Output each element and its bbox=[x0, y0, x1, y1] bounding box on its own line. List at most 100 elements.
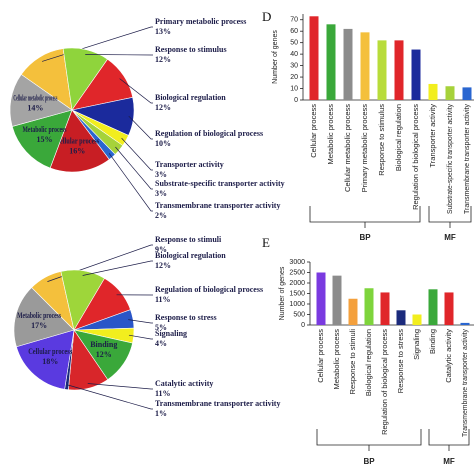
y-tick-label: 50 bbox=[290, 40, 298, 47]
leader-line bbox=[108, 153, 153, 212]
y-tick-label: 3000 bbox=[289, 259, 305, 266]
y-tick-label: 40 bbox=[290, 51, 298, 58]
slice-label: Metabolic process bbox=[17, 311, 61, 320]
y-tick-label: 10 bbox=[290, 85, 298, 92]
slice-value-label: 4% bbox=[155, 339, 167, 348]
slice-value-label: 11% bbox=[155, 295, 171, 304]
x-tick-label: Response to stimulus bbox=[377, 104, 386, 176]
x-tick-label: Cellular metabolic process bbox=[343, 104, 352, 192]
x-tick-label: Metabolic process bbox=[332, 329, 341, 390]
pie-slice bbox=[49, 109, 110, 173]
slice-value-label: 17% bbox=[31, 321, 47, 330]
pie-slice bbox=[13, 287, 75, 348]
x-tick-label: Transmembrane transporter activity bbox=[460, 329, 469, 437]
x-tick-label: Response to stimuli bbox=[348, 329, 357, 395]
group-label: MF bbox=[444, 233, 456, 242]
slice-label: Response to stimulus bbox=[155, 45, 227, 54]
x-tick-label: Biological regulation bbox=[394, 104, 403, 171]
leader-line bbox=[47, 244, 153, 282]
group-label: BP bbox=[359, 233, 371, 242]
bar bbox=[343, 28, 353, 101]
bar bbox=[380, 292, 390, 325]
bar bbox=[396, 310, 406, 325]
bar bbox=[462, 87, 472, 100]
slice-label: Response to stress bbox=[155, 313, 217, 322]
leader-line bbox=[119, 78, 153, 104]
slice-value-label: 15% bbox=[37, 135, 53, 144]
x-tick-label: Response to stress bbox=[396, 329, 405, 393]
x-tick-label: Cellular process bbox=[316, 329, 325, 383]
slice-label: Catalytic activity bbox=[155, 379, 213, 388]
slice-label: Primary metabolic process bbox=[155, 17, 246, 26]
pie-slice bbox=[9, 74, 73, 127]
group-label: BP bbox=[363, 457, 375, 466]
leader-line bbox=[87, 383, 153, 390]
y-tick-label: 2000 bbox=[289, 280, 305, 287]
slice-value-label: 5% bbox=[155, 323, 167, 332]
bar bbox=[444, 292, 454, 325]
leader-line bbox=[128, 334, 153, 340]
y-tick-label: 2500 bbox=[289, 269, 305, 276]
x-tick-label: Signaling bbox=[412, 329, 421, 360]
bar bbox=[326, 24, 336, 100]
slice-value-label: 3% bbox=[155, 170, 167, 179]
bar bbox=[445, 86, 455, 100]
leader-line bbox=[128, 319, 153, 324]
slice-label: Transmembrane transporter activity bbox=[155, 201, 280, 210]
leader-line bbox=[82, 260, 153, 276]
y-axis-label: Number of genes bbox=[272, 30, 279, 84]
y-axis-label: Number of genes bbox=[279, 266, 286, 320]
slice-value-label: 2% bbox=[155, 211, 167, 220]
y-tick-label: 20 bbox=[290, 74, 298, 81]
slice-value-label: 9% bbox=[155, 245, 167, 254]
slice-value-label: 1% bbox=[155, 409, 167, 418]
x-tick-label: Catalytic activity bbox=[444, 329, 453, 383]
panel-letter: E bbox=[262, 235, 270, 250]
pie-slice bbox=[16, 329, 75, 390]
slice-label: Binding bbox=[90, 340, 117, 349]
slice-value-label: 10% bbox=[155, 139, 171, 148]
slice-label: Biological regulation bbox=[155, 251, 226, 260]
slice-value-label: 3% bbox=[155, 189, 167, 198]
slice-label: Substrate-specific transporter activity bbox=[155, 179, 285, 188]
x-tick-label: Metabolic process bbox=[326, 104, 335, 165]
bar bbox=[460, 322, 470, 325]
slice-label: Transporter activity bbox=[155, 160, 224, 169]
slice-value-label: 12% bbox=[96, 350, 112, 359]
slice-value-label: 11% bbox=[155, 389, 171, 398]
bar bbox=[332, 275, 342, 325]
bar bbox=[364, 288, 374, 325]
x-tick-label: Binding bbox=[428, 329, 437, 354]
slice-value-label: 12% bbox=[155, 103, 171, 112]
x-tick-label: Transporter activity bbox=[428, 104, 437, 168]
group-bracket bbox=[316, 429, 422, 446]
x-tick-label: Transmembrane transporter activity bbox=[462, 104, 471, 214]
pie-slice bbox=[11, 109, 73, 169]
slice-value-label: 16% bbox=[69, 147, 85, 156]
bar bbox=[412, 314, 422, 325]
slice-label: Regulation of biological process bbox=[155, 129, 263, 138]
y-tick-label: 500 bbox=[293, 311, 305, 318]
y-tick-label: 1500 bbox=[289, 290, 305, 297]
y-tick-label: 0 bbox=[294, 97, 298, 104]
bar bbox=[309, 16, 319, 100]
slice-value-label: 12% bbox=[155, 261, 171, 270]
slice-value-label: 14% bbox=[27, 103, 43, 112]
x-tick-label: Substrate-specific transporter activity bbox=[445, 104, 454, 214]
group-label: MF bbox=[443, 457, 455, 466]
slice-value-label: 13% bbox=[155, 27, 171, 36]
slice-label: Regulation of biological process bbox=[155, 285, 263, 294]
slice-value-label: 12% bbox=[155, 55, 171, 64]
slice-label: Signaling bbox=[155, 329, 187, 338]
leader-line bbox=[66, 384, 153, 410]
y-tick-label: 0 bbox=[301, 322, 305, 329]
x-tick-label: Cellular process bbox=[309, 104, 318, 158]
bar bbox=[316, 272, 326, 325]
group-bracket bbox=[309, 206, 421, 223]
x-tick-label: Biological regulation bbox=[364, 329, 373, 396]
slice-label: Cellular process bbox=[28, 347, 72, 356]
slice-label: Cellular metabolic process bbox=[13, 93, 57, 102]
y-tick-label: 1000 bbox=[289, 301, 305, 308]
bar bbox=[428, 83, 438, 100]
slice-label: Metabolic process bbox=[23, 125, 67, 134]
